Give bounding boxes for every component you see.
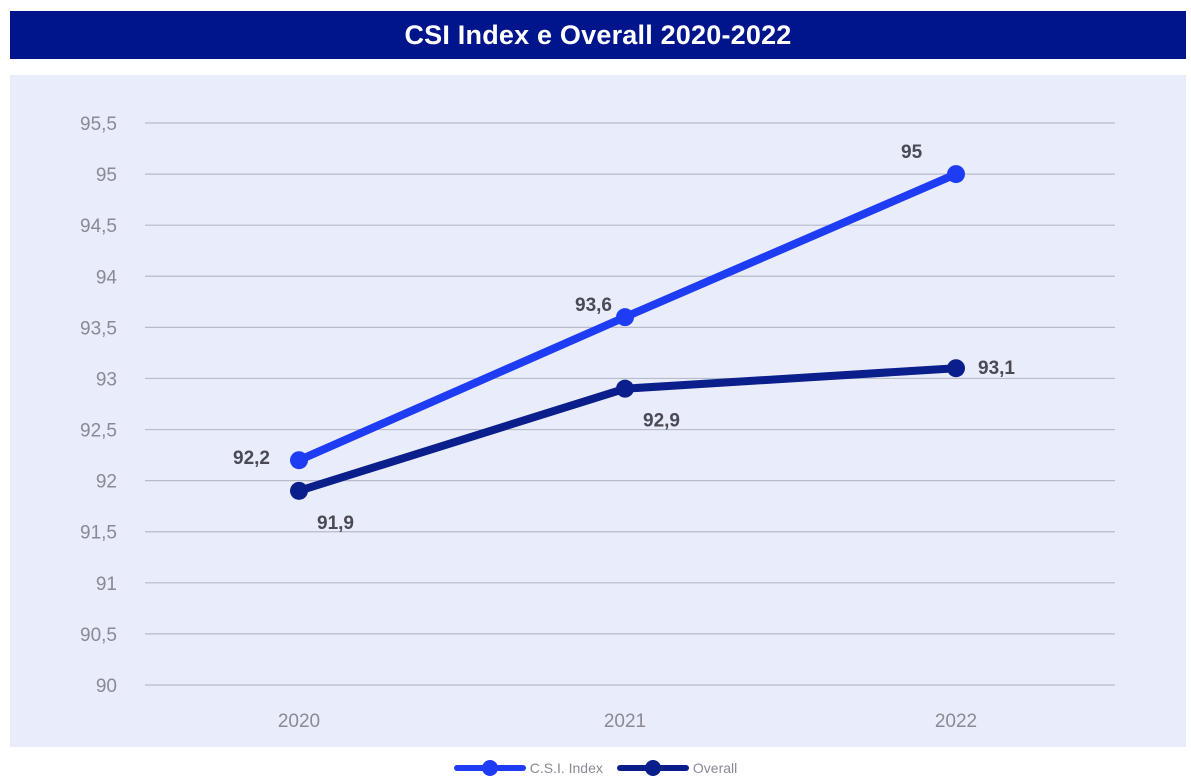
- y-tick-label: 90,5: [80, 625, 117, 646]
- y-tick-label: 91,5: [80, 523, 117, 544]
- y-tick-label: 92,5: [80, 421, 117, 442]
- data-point-csi-index: [616, 308, 634, 327]
- legend-swatch-csi-index: [453, 760, 526, 776]
- legend: C.S.I. Index Overall: [0, 756, 1191, 780]
- y-tick-label: 95: [96, 165, 117, 186]
- data-point-overall: [947, 359, 965, 378]
- gridlines: [145, 122, 1115, 686]
- x-tick-label: 2021: [604, 711, 646, 732]
- data-point-csi-index: [947, 165, 965, 184]
- series-lines: [290, 165, 965, 500]
- x-tick-label: 2020: [278, 711, 320, 732]
- legend-label-overall: Overall: [692, 760, 738, 776]
- legend-item-overall: Overall: [616, 760, 738, 776]
- data-label-csi-index: 92,2: [233, 448, 270, 469]
- data-point-overall: [616, 379, 634, 398]
- y-axis-tick-labels: 90 90,5 91 91,5 92 92,5 93 93,5 94 94,5 95 95,5: [80, 114, 117, 697]
- chart-title: CSI Index e Overall 2020-2022: [404, 19, 792, 50]
- y-tick-label: 91: [96, 574, 117, 595]
- y-tick-label: 94,5: [80, 216, 117, 237]
- legend-label-csi-index: C.S.I. Index: [529, 760, 603, 776]
- x-tick-label: 2022: [935, 711, 977, 732]
- chart-svg: 90 90,5 91 91,5 92 92,5 93 93,5 94 94,5 95 95,5 202…: [80, 114, 1115, 732]
- data-label-csi-index: 95: [901, 142, 923, 163]
- x-axis-tick-labels: 2020 2021 2022: [278, 711, 977, 732]
- data-label-overall: 93,1: [978, 358, 1015, 379]
- y-tick-label: 94: [96, 267, 118, 288]
- y-tick-label: 93: [96, 369, 117, 390]
- y-tick-label: 90: [96, 676, 117, 697]
- y-tick-label: 95,5: [80, 114, 117, 135]
- data-point-overall: [290, 481, 308, 500]
- legend-swatch-overall: [616, 760, 689, 776]
- data-label-csi-index: 93,6: [575, 295, 612, 316]
- chart-title-bar: CSI Index e Overall 2020-2022: [10, 11, 1186, 59]
- data-label-overall: 91,9: [317, 513, 354, 534]
- y-tick-label: 92: [96, 472, 117, 493]
- y-tick-label: 93,5: [80, 318, 117, 339]
- data-label-overall: 92,9: [643, 411, 680, 432]
- data-point-csi-index: [290, 451, 308, 470]
- data-labels: 92,2 93,6 95 91,9 92,9 93,1: [233, 142, 1015, 534]
- legend-item-csi-index: C.S.I. Index: [453, 760, 603, 776]
- plot-area: 90 90,5 91 91,5 92 92,5 93 93,5 94 94,5 95 95,5 202…: [10, 75, 1186, 747]
